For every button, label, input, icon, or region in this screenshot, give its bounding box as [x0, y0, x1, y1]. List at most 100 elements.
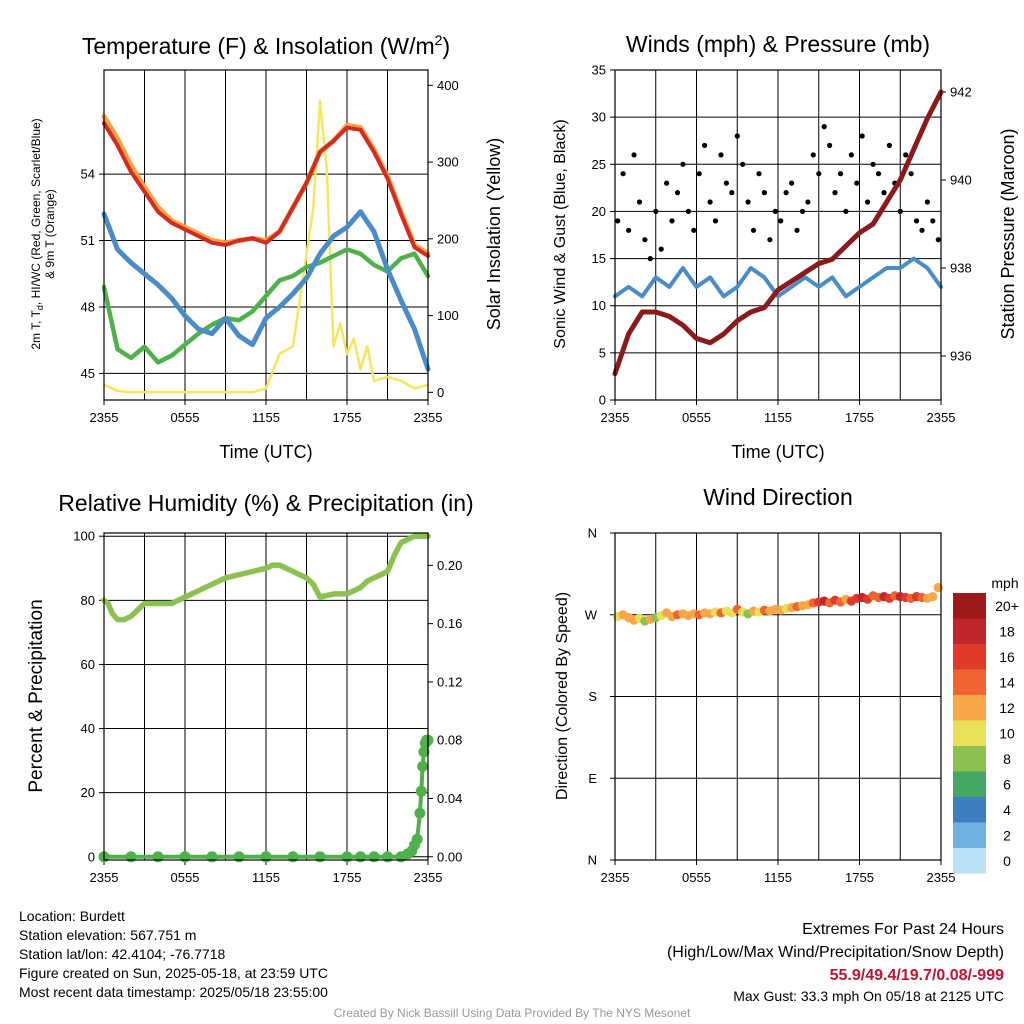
x-tick-label: 1755 [845, 410, 874, 425]
direction-panel: Wind Direction Direction (Colored By Spe… [554, 484, 1019, 800]
plot-border [103, 69, 429, 401]
precip-point [415, 785, 427, 797]
series-line [613, 256, 943, 299]
legend-swatch [953, 618, 986, 644]
gust-point [750, 227, 757, 233]
legend-swatch [953, 695, 986, 721]
gust-point [712, 218, 719, 224]
legend-swatch [953, 644, 986, 670]
x-tick-label: 2355 [414, 410, 443, 425]
x-tick-label: 1155 [764, 870, 792, 885]
y-tick-label: 0 [599, 393, 606, 408]
figure-created: Figure created on Sun, 2025-05-18, at 23… [19, 965, 328, 981]
plot-area-4: 2355 0555 1155 1755 2355 N E S W N [585, 526, 956, 886]
y2-tick-label: 0.08 [437, 733, 462, 748]
plot-border [614, 532, 942, 861]
winds-xlabel: Time (UTC) [731, 442, 824, 462]
x-tick-label: 1155 [252, 870, 280, 885]
gust-point [805, 199, 811, 205]
gust-point [767, 237, 773, 243]
legend-swatch [953, 822, 986, 848]
gust-point [718, 152, 724, 158]
gust-point [745, 199, 751, 205]
y2-tick-label: 0.16 [437, 616, 462, 631]
legend-label: 10 [999, 726, 1015, 742]
direction-title: Wind Direction [703, 484, 853, 510]
gust-point [669, 218, 675, 224]
precip-point [287, 851, 299, 863]
gust-point [702, 142, 708, 148]
y-tick-label: 10 [592, 298, 606, 313]
gust-point [897, 208, 903, 214]
gust-point [783, 190, 789, 196]
gust-point [631, 152, 637, 158]
y2-tick-label: 0.04 [437, 791, 462, 806]
gust-point [680, 161, 686, 167]
x-tick-label: 1155 [252, 410, 280, 425]
x-tick-label: 0555 [682, 870, 711, 885]
y-tick-label: 0 [88, 849, 95, 864]
x-tick-label: 1155 [764, 410, 792, 425]
plot-border [614, 69, 942, 401]
y-tick-label: 54 [81, 167, 95, 182]
legend-label: 8 [1003, 751, 1011, 767]
x-tick-label: 0555 [682, 410, 711, 425]
gust-point [636, 199, 643, 205]
gust-point [789, 180, 795, 186]
winds-ylabel: Sonic Wind & Gust (Blue, Black) [552, 119, 569, 348]
plot-area-2: 2355 0555 1155 1755 2355 0 5 10 15 20 25 30 35 936 938… [592, 63, 972, 426]
precip-point [382, 851, 393, 863]
y2-tick-label: 938 [950, 261, 972, 276]
x-tick-label: 2355 [927, 870, 956, 885]
gust-point [674, 190, 681, 196]
x-tick-label: 2355 [414, 870, 443, 885]
gust-point [772, 208, 778, 214]
gust-point [816, 171, 822, 177]
gust-point [837, 171, 844, 177]
y-tick-label: N [588, 853, 597, 868]
extremes-legend: (High/Low/Max Wind/Precipitation/Snow De… [666, 944, 1004, 961]
gust-point [919, 227, 925, 233]
series-line [101, 209, 431, 372]
legend-label: 20+ [995, 598, 1019, 614]
gust-point [827, 142, 833, 148]
gust-point [810, 152, 816, 158]
temperature-ylabel: 2m T, Td, HI/WC (Red, Green, Scarlet/Blu… [29, 118, 57, 349]
credit-line: Created By Nick Bassill Using Data Provi… [333, 1006, 691, 1020]
gust-point [859, 133, 865, 139]
speed-legend: 20+ 18 16 14 12 10 8 6 4 2 0 [953, 593, 1019, 874]
legend-swatch [953, 669, 986, 695]
x-tick-label: 1755 [845, 870, 874, 885]
extremes-info: Extremes For Past 24 Hours (High/Low/Max… [667, 918, 1004, 1006]
x-tick-label: 1755 [333, 870, 362, 885]
pressure-ylabel: Station Pressure (Maroon) [998, 128, 1018, 339]
series-line [101, 533, 431, 623]
gust-point [723, 180, 730, 186]
series-line [612, 89, 944, 377]
gust-point [799, 208, 806, 214]
direction-ylabel: Direction (Colored By Speed) [554, 592, 571, 800]
gust-point [843, 208, 849, 214]
precip-point [411, 833, 423, 845]
gust-point [691, 227, 697, 233]
precip-point [418, 746, 430, 758]
y-tick-label: 40 [81, 721, 95, 736]
precip-point [368, 851, 380, 863]
gust-point [740, 161, 746, 167]
svg-text:2m T, Td, HI/WC (Red, Green, S: 2m T, Td, HI/WC (Red, Green, Scarlet/Blu… [29, 118, 45, 349]
y2-tick-label: 100 [437, 308, 459, 323]
series-line [101, 247, 431, 365]
legend-swatch [953, 771, 986, 797]
y2-tick-label: 0.00 [437, 849, 462, 864]
winds-title: Winds (mph) & Pressure (mb) [626, 31, 930, 57]
station-latlon: Station lat/lon: 42.4104; -76.7718 [19, 946, 226, 962]
precip-point [179, 851, 191, 863]
gust-point [664, 180, 670, 186]
max-gust: Max Gust: 33.3 mph On 05/18 at 2125 UTC [733, 988, 1004, 1004]
legend-swatch [953, 720, 986, 746]
plot-area-1: 2355 0555 1155 1755 2355 45 48 51 54 0 100 200 300 40… [81, 69, 459, 425]
gust-point [930, 218, 936, 224]
precip-point [414, 807, 426, 819]
x-tick-label: 0555 [171, 870, 200, 885]
station-elevation: Station elevation: 567.751 m [19, 927, 197, 943]
